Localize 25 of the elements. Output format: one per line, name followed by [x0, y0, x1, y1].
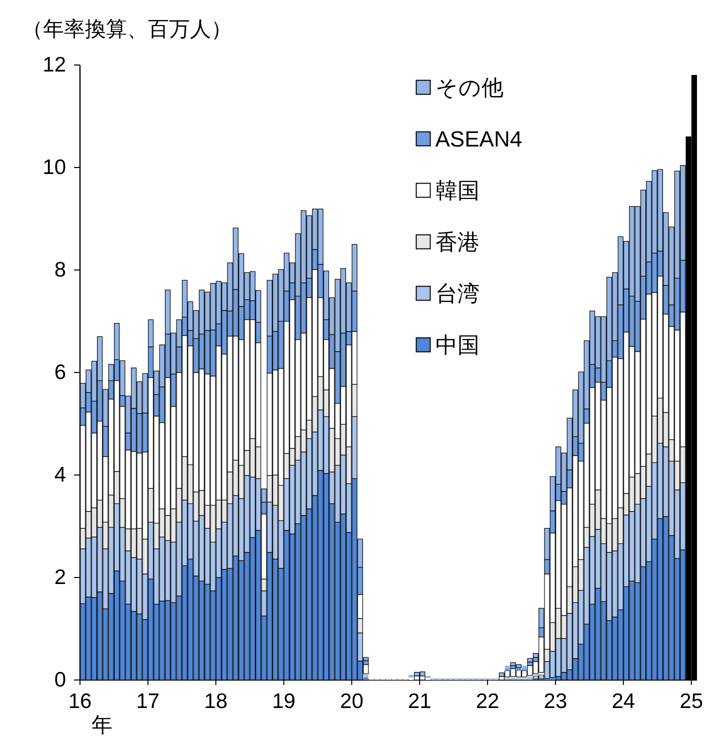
legend-label: ASEAN4: [435, 126, 522, 152]
x-tick-label: 22: [476, 690, 500, 713]
x-tick-label: 19: [272, 690, 296, 713]
y-tick-label: 8: [54, 258, 66, 282]
y-tick-label: 6: [54, 361, 66, 384]
x-tick-label: 18: [204, 690, 228, 713]
y-tick-label: 4: [54, 464, 66, 486]
x-tick-label: 20: [340, 690, 364, 713]
legend-label: 中国: [435, 332, 480, 358]
x-axis-title: 年: [91, 714, 112, 737]
x-tick-label: 16: [68, 690, 92, 713]
x-tick-label: 21: [408, 690, 432, 713]
y-tick-label: 0: [54, 668, 66, 692]
legend-label: 韓国: [435, 178, 480, 203]
y-tick-label: 12: [42, 54, 66, 76]
legend-label: 台湾: [435, 280, 480, 306]
x-tick-label: 17: [136, 690, 160, 713]
legend-label: 香港: [435, 229, 480, 254]
legend-label: その他: [435, 74, 504, 100]
x-tick-label: 24: [612, 690, 636, 713]
y-axis-title: （年率換算、百万人）: [22, 18, 232, 41]
y-tick-label: 2: [54, 566, 66, 589]
y-tick-label: 10: [42, 156, 66, 179]
x-tick-label: 23: [544, 690, 568, 713]
x-tick-label: 25: [680, 690, 704, 713]
